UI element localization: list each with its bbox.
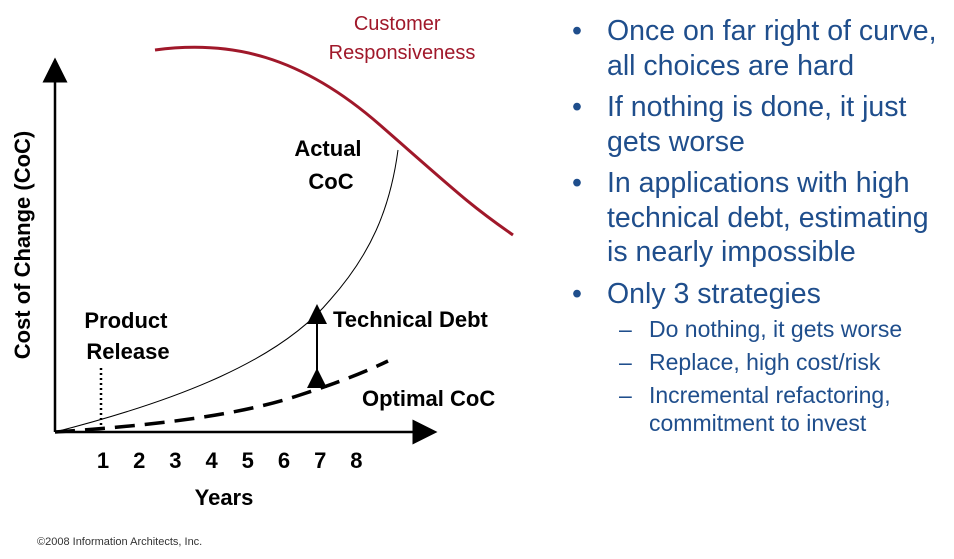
bullet-text: In applications with high technical debt… — [607, 167, 929, 268]
optimal-coc-curve — [54, 359, 389, 434]
bullet-item: • In applications with high technical deb… — [572, 166, 947, 270]
x-tick-label: 1 — [97, 448, 109, 473]
optimal-coc-label: Optimal CoC — [362, 386, 495, 411]
sub-bullet-list: – Do nothing, it gets worse – Replace, high… — [619, 315, 947, 437]
bullet-item: • Only 3 strategies – Do nothing, it gets w… — [572, 277, 947, 438]
x-tick-label: 7 — [314, 448, 326, 473]
y-axis-label: Cost of Change (CoC) — [10, 131, 35, 360]
bullet-dot: • — [572, 15, 582, 47]
sub-bullet-item: – Replace, high cost/risk — [619, 348, 947, 376]
customer-responsiveness-curve — [154, 45, 514, 237]
technical-debt-label: Technical Debt — [333, 307, 489, 332]
bullet-list: • Once on far right of curve, all choices… — [572, 14, 947, 444]
actual-coc-label: Actual CoC — [294, 136, 367, 194]
x-axis-label: Years — [195, 485, 254, 510]
x-tick-label: 8 — [350, 448, 362, 473]
x-tick-label: 2 — [133, 448, 145, 473]
bullet-dot: • — [572, 277, 582, 310]
copyright: ©2008 Information Architects, Inc. — [37, 536, 203, 548]
sub-bullet-dash: – — [619, 349, 632, 375]
bullet-text: If nothing is done, it just gets worse — [607, 91, 907, 158]
sub-bullet-text: Incremental refactoring, commitment to i… — [649, 382, 891, 436]
bullet-item: • Once on far right of curve, all choices… — [572, 14, 947, 83]
sub-bullet-item: – Do nothing, it gets worse — [619, 315, 947, 343]
product-release-label: Product Release — [84, 308, 173, 364]
customer-responsiveness-label: Customer Responsiveness — [329, 13, 476, 64]
sub-bullet-text: Replace, high cost/risk — [649, 349, 881, 375]
sub-bullet-dash: – — [619, 316, 632, 342]
bullet-dot: • — [572, 91, 582, 123]
sub-bullet-item: – Incremental refactoring, commitment to … — [619, 381, 947, 437]
bullet-dot: • — [572, 167, 582, 199]
x-tick-label: 6 — [278, 448, 290, 473]
cost-of-change-diagram: Customer Responsiveness Actual CoC Optim… — [10, 13, 514, 510]
bullet-item: • If nothing is done, it just gets worse — [572, 90, 947, 159]
x-tick-label: 3 — [169, 448, 181, 473]
bullet-text: Once on far right of curve, all choices … — [607, 15, 937, 82]
sub-bullet-text: Do nothing, it gets worse — [649, 316, 903, 342]
x-tick-label: 5 — [242, 448, 254, 473]
bullet-text: Only 3 strategies — [607, 277, 821, 310]
sub-bullet-dash: – — [619, 382, 632, 408]
x-tick-label: 4 — [205, 448, 218, 473]
